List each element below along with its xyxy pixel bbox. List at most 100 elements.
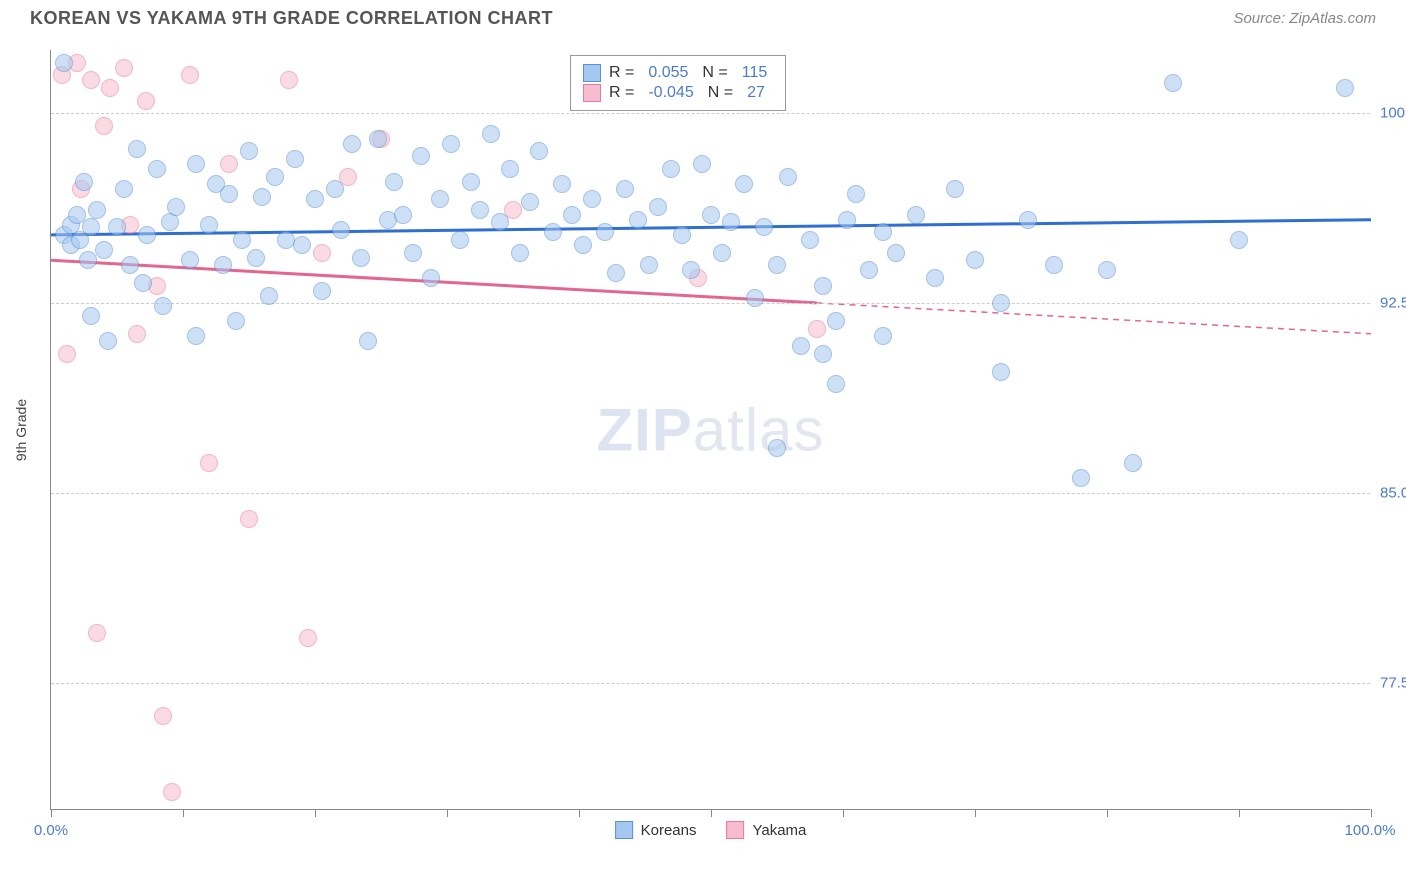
legend-swatch (583, 64, 601, 82)
korean-point (702, 206, 720, 224)
korean-point (233, 231, 251, 249)
korean-point (200, 216, 218, 234)
korean-point (755, 218, 773, 236)
korean-point (253, 188, 271, 206)
gridline (51, 493, 1370, 494)
korean-point (332, 221, 350, 239)
yakama-point (154, 707, 172, 725)
yakama-point (95, 117, 113, 135)
korean-point (926, 269, 944, 287)
gridline (51, 683, 1370, 684)
korean-point (385, 173, 403, 191)
watermark: ZIPatlas (596, 395, 824, 464)
korean-point (491, 213, 509, 231)
korean-point (1230, 231, 1248, 249)
korean-point (352, 249, 370, 267)
korean-point (511, 244, 529, 262)
yakama-point (280, 71, 298, 89)
korean-point (874, 223, 892, 241)
korean-point (907, 206, 925, 224)
korean-point (583, 190, 601, 208)
y-tick-label: 100.0% (1376, 105, 1406, 122)
korean-point (801, 231, 819, 249)
korean-point (343, 135, 361, 153)
korean-point (1045, 256, 1063, 274)
korean-point (1336, 79, 1354, 97)
legend-swatch (726, 821, 744, 839)
yakama-point (181, 66, 199, 84)
korean-point (240, 142, 258, 160)
korean-point (108, 218, 126, 236)
legend-label: Yakama (752, 822, 806, 839)
korean-point (75, 173, 93, 191)
yakama-point (299, 629, 317, 647)
y-tick-label: 85.0% (1376, 485, 1406, 502)
yakama-point (313, 244, 331, 262)
korean-point (82, 307, 100, 325)
legend-n-label: N = (702, 64, 727, 82)
legend-n-label: N = (708, 84, 733, 102)
yakama-point (200, 454, 218, 472)
korean-point (521, 193, 539, 211)
korean-point (1019, 211, 1037, 229)
legend-r-value: 0.055 (648, 64, 688, 82)
korean-point (1124, 454, 1142, 472)
korean-point (115, 180, 133, 198)
korean-point (247, 249, 265, 267)
korean-point (148, 160, 166, 178)
korean-point (138, 226, 156, 244)
yakama-point (88, 624, 106, 642)
korean-point (293, 236, 311, 254)
korean-point (220, 185, 238, 203)
korean-point (629, 211, 647, 229)
korean-point (746, 289, 764, 307)
korean-point (134, 274, 152, 292)
legend-n-value: 27 (747, 84, 765, 102)
korean-point (306, 190, 324, 208)
x-tick (1107, 809, 1108, 817)
korean-point (422, 269, 440, 287)
korean-point (682, 261, 700, 279)
korean-point (501, 160, 519, 178)
korean-point (214, 256, 232, 274)
x-tick (1239, 809, 1240, 817)
korean-point (181, 251, 199, 269)
legend-box: R =0.055N =115R =-0.045N =27 (570, 55, 786, 111)
korean-point (662, 160, 680, 178)
plot-area: 9th Grade ZIPatlas 0.0% 100.0% KoreansYa… (50, 50, 1370, 810)
x-tick (447, 809, 448, 817)
x-tick (579, 809, 580, 817)
korean-point (827, 375, 845, 393)
legend-swatch (583, 84, 601, 102)
x-tick (711, 809, 712, 817)
yakama-point (163, 783, 181, 801)
korean-point (838, 211, 856, 229)
korean-point (167, 198, 185, 216)
korean-point (128, 140, 146, 158)
x-tick (315, 809, 316, 817)
korean-point (462, 173, 480, 191)
korean-point (827, 312, 845, 330)
korean-point (814, 345, 832, 363)
x-axis-max-label: 100.0% (1345, 822, 1396, 839)
korean-point (82, 218, 100, 236)
x-tick (843, 809, 844, 817)
korean-point (394, 206, 412, 224)
korean-point (768, 439, 786, 457)
korean-point (55, 54, 73, 72)
korean-point (596, 223, 614, 241)
korean-point (640, 256, 658, 274)
yakama-point (128, 325, 146, 343)
x-tick (183, 809, 184, 817)
yakama-point (808, 320, 826, 338)
legend-swatch (615, 821, 633, 839)
korean-point (673, 226, 691, 244)
legend-row: R =0.055N =115 (583, 64, 773, 82)
korean-point (88, 201, 106, 219)
korean-point (1098, 261, 1116, 279)
korean-point (451, 231, 469, 249)
korean-point (482, 125, 500, 143)
korean-point (768, 256, 786, 274)
legend-n-value: 115 (742, 64, 768, 82)
korean-point (563, 206, 581, 224)
